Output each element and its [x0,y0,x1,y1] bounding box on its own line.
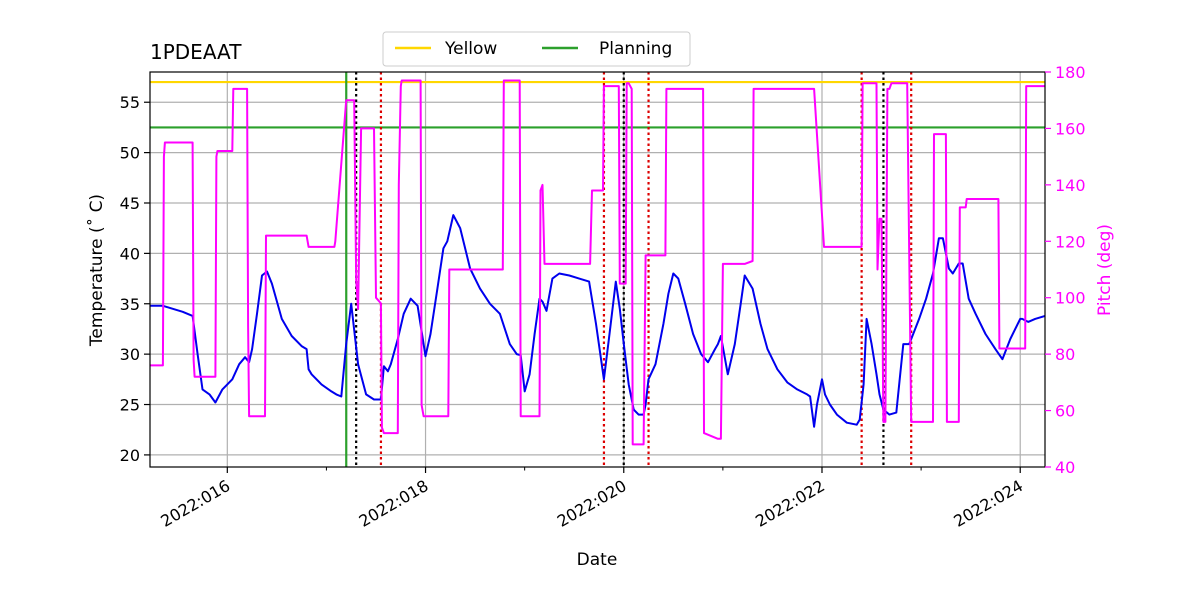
y2-axis-label: Pitch (deg) [1095,224,1115,316]
y-tick-label: 55 [120,93,140,112]
temperature-line [150,214,1045,428]
x-axis: 2022:016 2022:018 2022:020 2022:022 2022:024 [157,467,1026,531]
legend-label-planning: Planning [599,39,672,59]
y-axis-label: Temperature (˚ C) [86,194,107,347]
y-tick-label: 25 [120,396,140,415]
pitch-line [150,79,1045,446]
x-tick-label: 2022:016 [157,476,233,531]
y-tick-label: 50 [120,144,140,163]
y2-tick-label: 60 [1055,402,1075,421]
x-tick-label: 2022:022 [752,476,828,531]
series [150,79,1045,446]
y2-tick-label: 100 [1055,289,1086,308]
legend-box [382,31,691,67]
x-tick-label: 2022:018 [356,476,432,531]
y-tick-label: 35 [120,295,140,314]
x-tick-label: 2022:020 [554,476,630,531]
y2-tick-label: 140 [1055,176,1086,195]
limit-lines [150,80,1045,129]
legend-label-yellow: Yellow [444,39,497,59]
plot-frame [149,71,1046,468]
y2-tick-label: 160 [1055,119,1086,138]
y2-tick-label: 80 [1055,345,1075,364]
grid [150,72,1045,467]
y2-tick-label: 180 [1055,63,1086,82]
y-tick-label: 40 [120,244,140,263]
y-axis-right: 40 60 80 100 120 140 160 180 [1045,63,1086,477]
chart-title: 1PDEAAT [150,40,242,64]
y2-tick-label: 40 [1055,458,1075,477]
x-tick-label: 2022:024 [950,476,1026,531]
y-tick-label: 30 [120,345,140,364]
x-axis-label: Date [577,550,618,570]
y-tick-label: 20 [120,446,140,465]
legend: Yellow Planning [382,31,691,67]
y2-tick-label: 120 [1055,232,1086,251]
y-tick-label: 45 [120,194,140,213]
event-markers [345,72,913,467]
y-axis-left: 20 25 30 35 40 45 50 55 [120,93,150,465]
